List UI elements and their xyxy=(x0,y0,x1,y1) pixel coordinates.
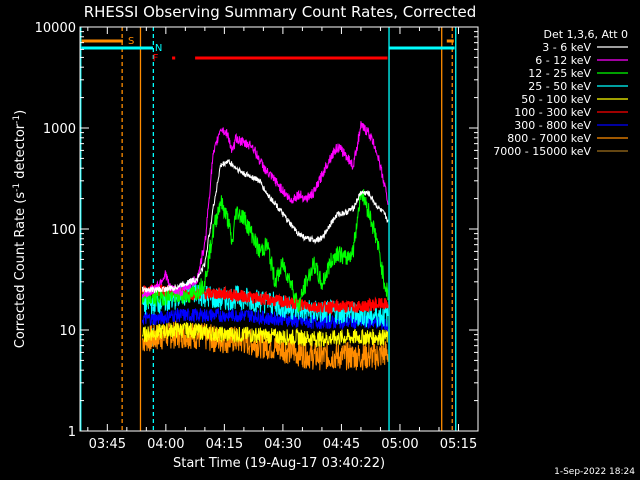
y-axis-label-superscript: -1 xyxy=(12,183,22,192)
legend-label: 3 - 6 keV xyxy=(542,41,591,54)
footer-timestamp: 1-Sep-2022 18:24 xyxy=(554,467,635,477)
x-tick-label: 05:15 xyxy=(440,437,477,452)
series-line-3-6keV xyxy=(141,159,389,293)
y-tick-label: 10 xyxy=(59,324,76,339)
x-tick-label: 04:00 xyxy=(147,437,184,452)
plot-area: S NF xyxy=(80,27,457,431)
legend-label: 50 - 100 keV xyxy=(521,93,591,106)
x-axis-ticks: 03:45 04:00 04:15 04:30 04:45 05:00 05:15 xyxy=(87,27,477,452)
legend-label: 800 - 7000 keV xyxy=(507,132,591,145)
legend-label: 12 - 25 keV xyxy=(528,67,591,80)
y-axis-label-superscript-2: -1 xyxy=(12,115,22,124)
legend-label: 100 - 300 keV xyxy=(514,106,591,119)
y-axis-label: Corrected Count Rate (s-1 detector-1) xyxy=(12,110,28,348)
chart-title: RHESSI Observing Summary Count Rates, Co… xyxy=(84,3,477,21)
y-axis-label-mid: detector xyxy=(13,123,28,183)
series-line-300-800keV xyxy=(141,307,389,332)
series-line-6-12keV xyxy=(141,121,389,298)
state-label-f: F xyxy=(153,53,159,64)
x-tick-label: 05:00 xyxy=(381,437,418,452)
y-axis-label-main: Corrected Count Rate (s xyxy=(13,192,28,349)
y-tick-label: 1 xyxy=(68,425,76,440)
x-tick-label: 03:45 xyxy=(89,437,126,452)
x-tick-label: 04:45 xyxy=(323,437,360,452)
legend-label: 6 - 12 keV xyxy=(535,54,591,67)
legend-label: 7000 - 15000 keV xyxy=(493,145,591,158)
x-tick-label: 04:30 xyxy=(264,437,301,452)
state-label-s: S xyxy=(128,36,134,47)
x-axis-label: Start Time (19-Aug-17 03:40:22) xyxy=(173,456,385,471)
y-axis-ticks: 1 10 100 1000 10000 xyxy=(35,21,478,440)
y-axis-label-end: ) xyxy=(13,110,28,115)
y-tick-label: 100 xyxy=(51,223,76,238)
x-tick-label: 04:15 xyxy=(206,437,243,452)
plot-frame xyxy=(79,26,479,432)
legend-label: 300 - 800 keV xyxy=(514,119,591,132)
legend-label: 25 - 50 keV xyxy=(528,80,591,93)
series-line-50-100keV xyxy=(141,322,389,348)
y-tick-label: 1000 xyxy=(43,122,76,137)
y-tick-label: 10000 xyxy=(35,21,76,36)
legend-header: Det 1,3,6, Att 0 xyxy=(544,28,628,41)
state-label-n: N xyxy=(155,43,162,54)
series-line-12-25keV xyxy=(141,189,389,313)
